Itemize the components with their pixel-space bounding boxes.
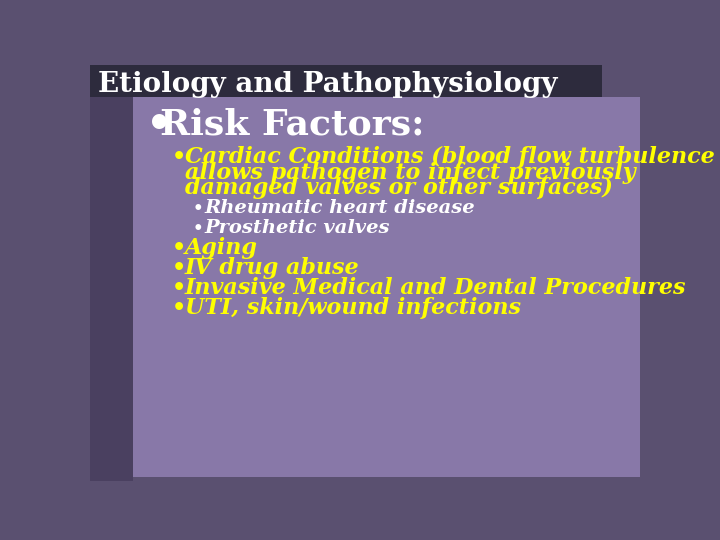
- Text: Aging: Aging: [184, 237, 258, 259]
- Text: •: •: [171, 257, 186, 279]
- Text: Rheumatic heart disease: Rheumatic heart disease: [204, 199, 475, 217]
- Text: Invasive Medical and Dental Procedures: Invasive Medical and Dental Procedures: [184, 277, 686, 299]
- Text: •: •: [193, 220, 204, 237]
- Text: IV drug abuse: IV drug abuse: [184, 257, 359, 279]
- Text: •: •: [171, 237, 186, 259]
- Text: •: •: [171, 297, 186, 319]
- Text: Etiology and Pathophysiology: Etiology and Pathophysiology: [98, 71, 557, 98]
- FancyBboxPatch shape: [90, 65, 132, 481]
- Text: allows pathogen to infect previously: allows pathogen to infect previously: [184, 161, 635, 184]
- FancyBboxPatch shape: [90, 65, 601, 97]
- Text: •: •: [193, 199, 204, 217]
- Text: damaged valves or other surfaces): damaged valves or other surfaces): [184, 177, 613, 199]
- FancyBboxPatch shape: [132, 97, 640, 477]
- Text: •: •: [145, 104, 172, 146]
- Text: •: •: [171, 146, 186, 168]
- Text: Cardiac Conditions (blood flow turbulence: Cardiac Conditions (blood flow turbulenc…: [184, 146, 714, 168]
- Text: Prosthetic valves: Prosthetic valves: [204, 219, 390, 237]
- Text: UTI, skin/wound infections: UTI, skin/wound infections: [184, 297, 521, 319]
- Text: •: •: [171, 277, 186, 299]
- Text: Risk Factors:: Risk Factors:: [160, 108, 424, 142]
